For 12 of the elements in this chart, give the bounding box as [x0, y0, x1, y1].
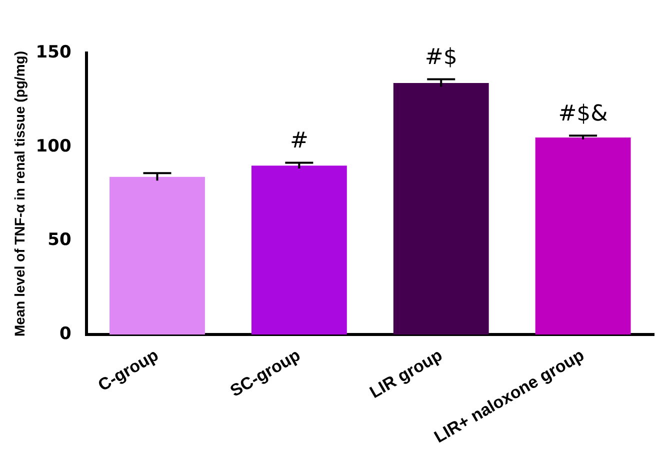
annotation: # [290, 128, 308, 154]
y-tick-label: 100 [36, 136, 72, 156]
y-tick-label: 0 [59, 324, 72, 344]
y-tick-label: 150 [36, 42, 72, 62]
bar [393, 83, 489, 335]
bar [251, 166, 347, 335]
bar [535, 137, 631, 335]
y-tick-label: 50 [48, 230, 72, 250]
y-axis-title: Mean level of TNF-α in renal tissue (pg/mg) [11, 51, 28, 337]
bar [110, 176, 205, 335]
annotation: #$& [558, 101, 608, 126]
annotation: #$ [424, 45, 458, 70]
